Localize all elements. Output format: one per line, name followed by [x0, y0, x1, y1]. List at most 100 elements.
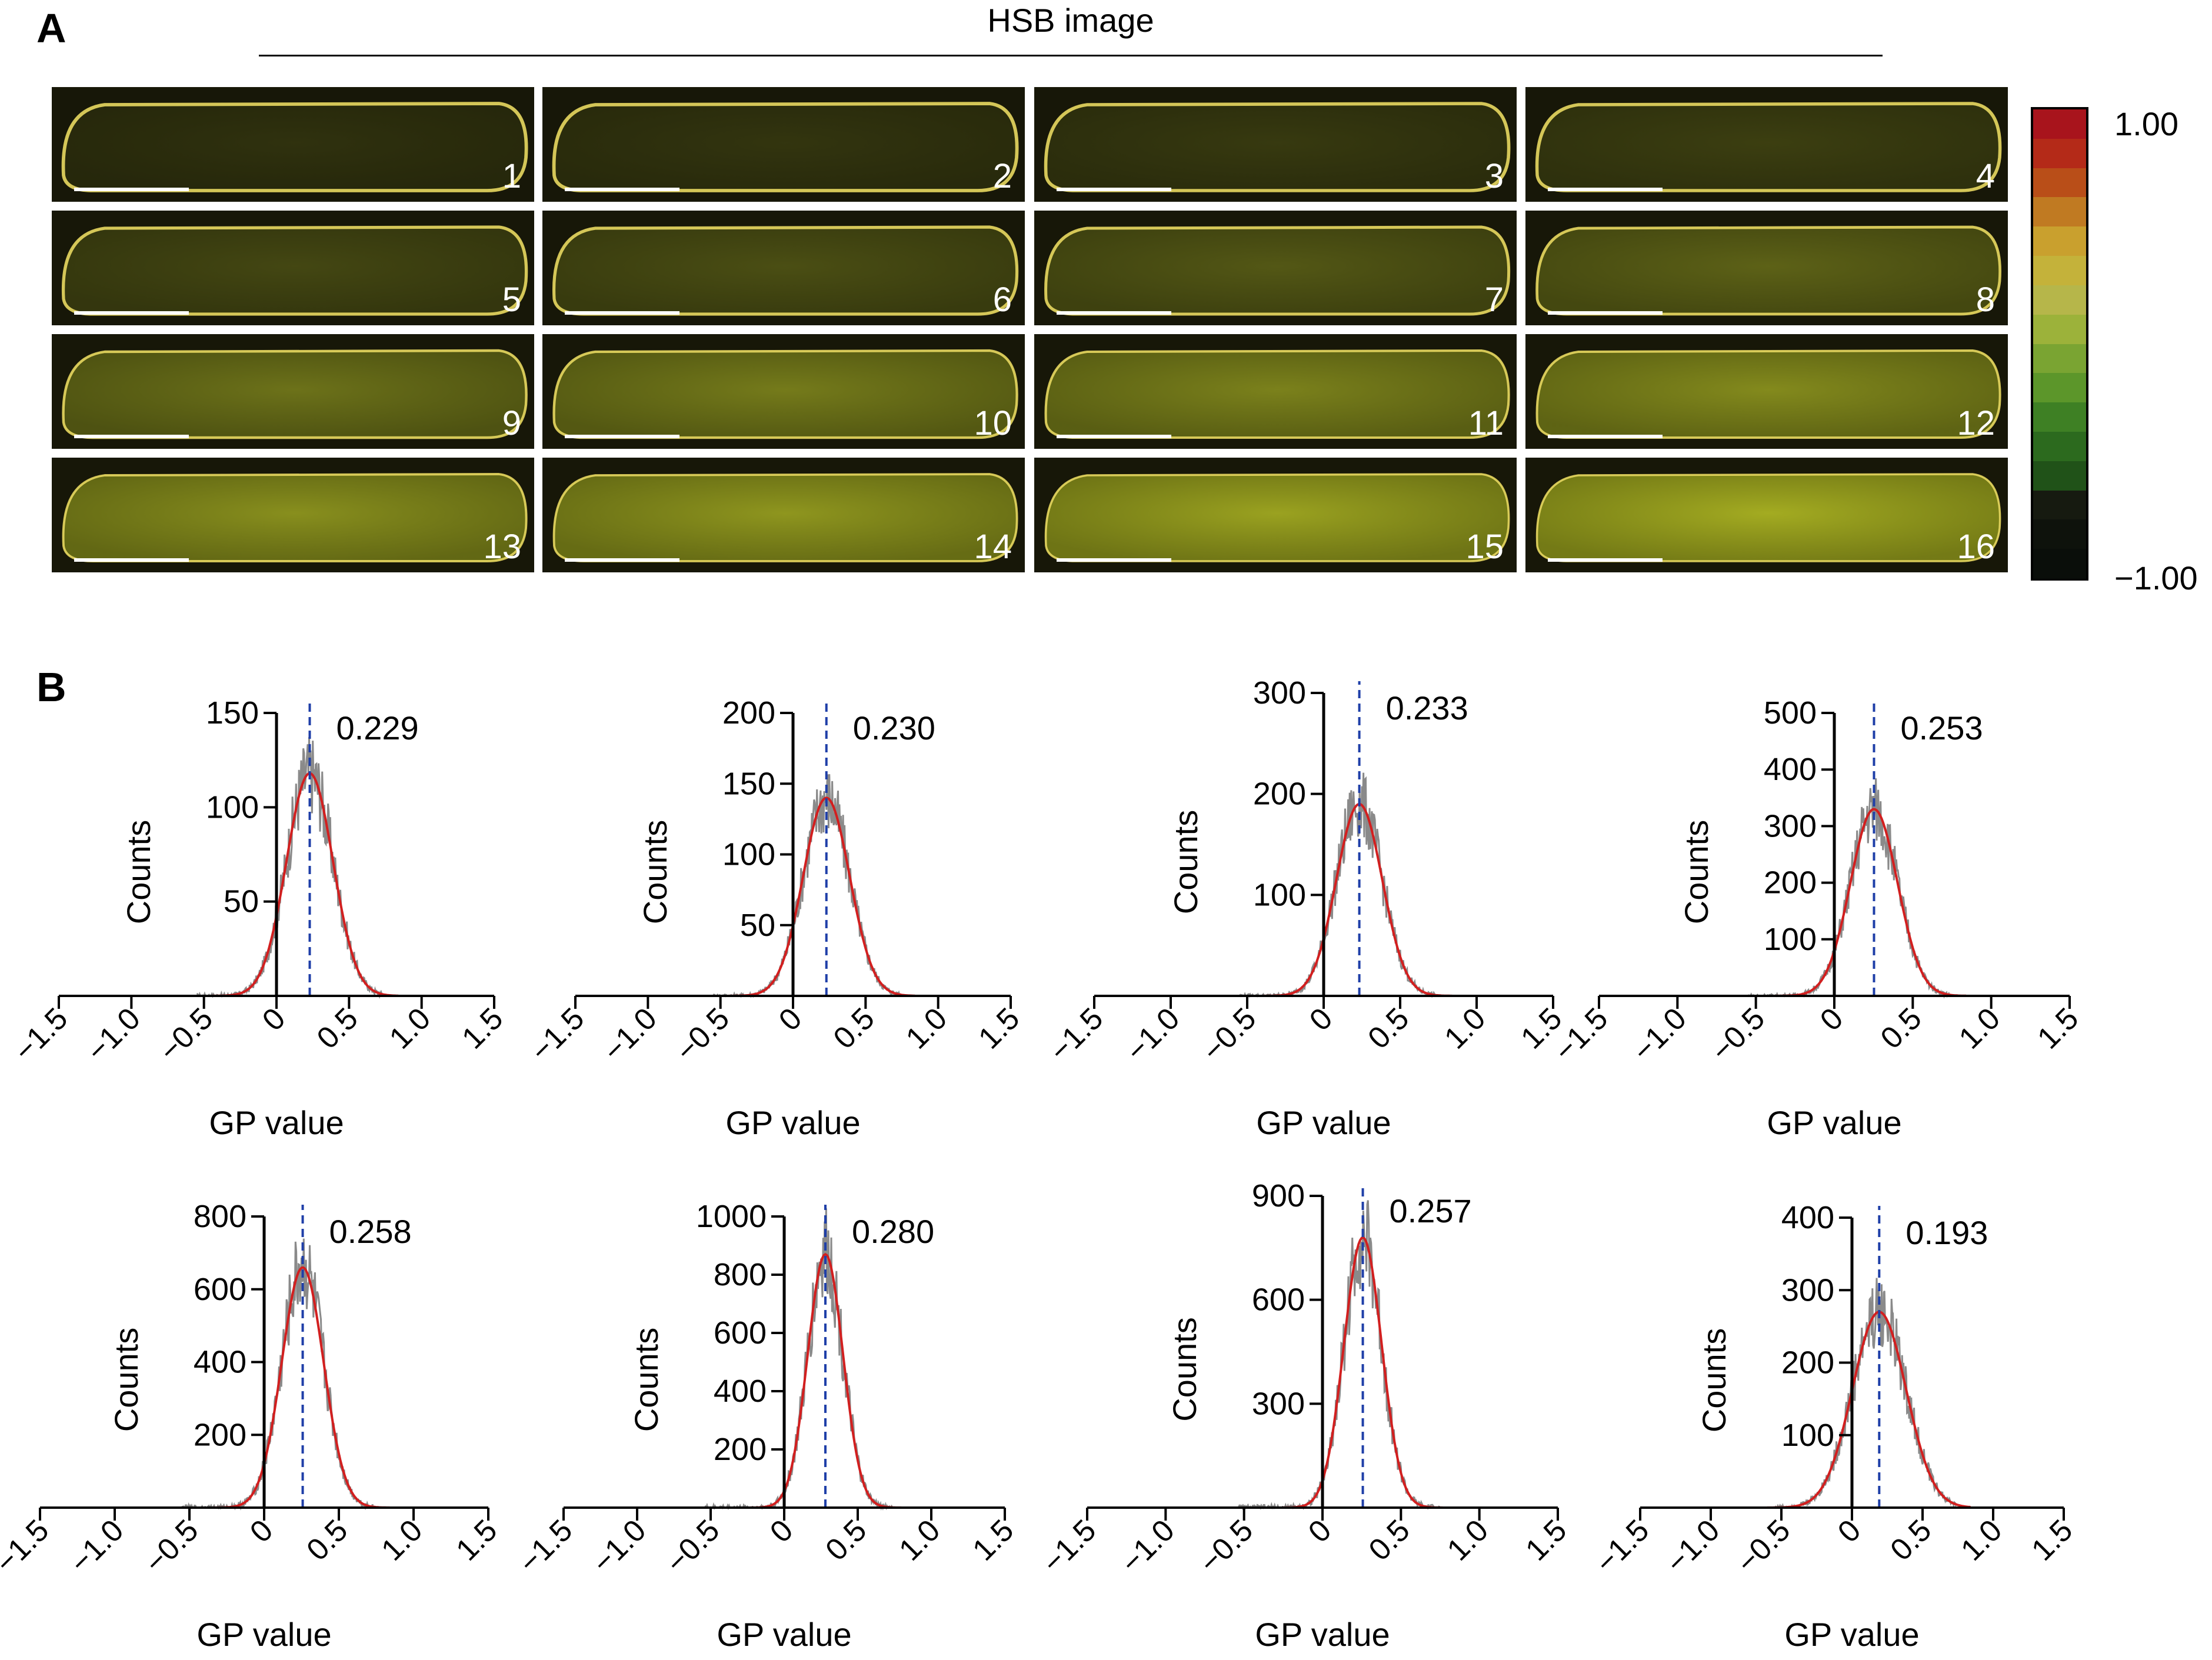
- title-underline: [259, 55, 1883, 56]
- y-tick-label: 200: [714, 1432, 767, 1467]
- scale-bar: [1057, 188, 1171, 191]
- mean-value-label: 0.280: [852, 1213, 934, 1250]
- scale-bar: [565, 188, 679, 191]
- y-tick-label: 1000: [696, 1199, 767, 1234]
- scale-bar: [1548, 311, 1663, 315]
- y-tick-label: 500: [1764, 695, 1817, 731]
- scale-bar: [1548, 558, 1663, 562]
- hsb-image-title: HSB image: [987, 2, 1154, 39]
- hsb-image-grid: 1 2 3 4 5 6 7 8 9 10 11 12 13 14 15 16: [0, 0, 2212, 588]
- x-tick-label: −1.0: [1626, 1001, 1693, 1068]
- y-tick-label: 200: [1781, 1345, 1834, 1381]
- x-tick-label: −1.0: [1120, 1001, 1187, 1068]
- colorbar-band: [2033, 490, 2086, 521]
- y-tick-label: 400: [714, 1374, 767, 1409]
- colorbar-band: [2033, 549, 2086, 579]
- x-tick-label: 0.5: [311, 1001, 365, 1055]
- x-axis-label: GP value: [1784, 1616, 1919, 1653]
- x-tick-label: −1.5: [1548, 1001, 1615, 1068]
- y-tick-label: 100: [1764, 922, 1817, 957]
- y-tick-label: 200: [722, 695, 775, 731]
- gp-histogram-chart: −1.5 −1.0 −0.5 0 0.5 1.0 1.5 300 600 900 Counts GP …: [1036, 1178, 1574, 1653]
- y-tick-label: 150: [722, 766, 775, 801]
- mean-value-label: 0.230: [853, 709, 935, 746]
- histogram-trace: [181, 1238, 377, 1511]
- x-axis-label: GP value: [1767, 1104, 1901, 1141]
- y-tick-label: 800: [194, 1199, 246, 1234]
- x-tick-label: −1.5: [1589, 1513, 1656, 1580]
- x-tick-label: 1.0: [1441, 1513, 1495, 1567]
- tile-number-label: 10: [974, 404, 1012, 442]
- colorbar-max-label: 1.00: [2114, 105, 2178, 142]
- y-axis-label: Counts: [1678, 820, 1715, 924]
- scale-bar: [1057, 311, 1171, 315]
- colorbar-band: [2033, 314, 2086, 345]
- y-tick-label: 400: [1764, 752, 1817, 787]
- y-tick-label: 900: [1252, 1178, 1305, 1214]
- x-tick-label: 1.5: [449, 1513, 504, 1567]
- x-tick-label: 1.0: [375, 1513, 429, 1567]
- mean-value-label: 0.233: [1386, 689, 1468, 726]
- colorbar-band: [2033, 109, 2086, 139]
- x-tick-label: −1.0: [597, 1001, 664, 1068]
- tile-number-label: 6: [992, 281, 1012, 319]
- x-tick-label: 0: [764, 1513, 799, 1549]
- y-tick-label: 100: [206, 789, 259, 825]
- tile-number-label: 7: [1484, 281, 1504, 319]
- hsb-image-tile: 3: [1034, 87, 1517, 202]
- gp-histogram-chart: −1.5 −1.0 −0.5 0 0.5 1.0 1.5 100 200 300 400 500 Cou…: [1548, 695, 2086, 1141]
- hsb-image-tile: 2: [542, 87, 1025, 202]
- tile-number-label: 3: [1484, 157, 1504, 195]
- y-tick-label: 100: [1781, 1418, 1834, 1453]
- y-tick-label: 150: [206, 695, 259, 731]
- tile-number-label: 14: [974, 528, 1012, 566]
- x-axis-label: GP value: [717, 1616, 851, 1653]
- tile-number-label: 5: [502, 281, 521, 319]
- y-tick-label: 300: [1764, 808, 1817, 844]
- x-tick-label: 1.5: [966, 1513, 1020, 1567]
- x-tick-label: 1.0: [1953, 1001, 2007, 1055]
- x-tick-label: 0: [772, 1001, 808, 1037]
- tile-number-label: 11: [1468, 404, 1504, 442]
- hsb-image-tile: 5: [52, 211, 534, 325]
- tile-number-label: 2: [992, 157, 1012, 195]
- mean-value-label: 0.253: [1900, 709, 1983, 746]
- x-tick-label: 1.5: [455, 1001, 509, 1055]
- colorbar-band: [2033, 461, 2086, 491]
- hsb-image-tile: 10: [542, 334, 1025, 449]
- tile-number-label: 8: [1976, 281, 1995, 319]
- x-tick-label: −1.5: [524, 1001, 591, 1068]
- x-tick-label: 0.5: [1362, 1513, 1417, 1567]
- hsb-image-tile: 9: [52, 334, 534, 449]
- x-tick-label: −0.5: [669, 1001, 737, 1068]
- gaussian-fit-curve: [1228, 1236, 1454, 1509]
- x-tick-label: −0.5: [1705, 1001, 1772, 1068]
- x-tick-label: −1.5: [8, 1001, 75, 1068]
- scale-bar: [565, 558, 679, 562]
- x-tick-label: 1.0: [892, 1513, 947, 1567]
- colorbar-band: [2033, 226, 2086, 257]
- hsb-image-tile: 11: [1034, 334, 1517, 449]
- gp-colorbar: [2031, 107, 2088, 581]
- y-tick-label: 200: [1764, 865, 1817, 901]
- x-axis-label: GP value: [725, 1104, 860, 1141]
- gaussian-fit-curve: [1767, 1311, 1971, 1509]
- gp-histogram-chart: −1.5 −1.0 −0.5 0 0.5 1.0 1.5 200 400 600 800 1000 Co…: [512, 1199, 1021, 1653]
- y-tick-label: 200: [1253, 776, 1306, 812]
- x-tick-label: −1.0: [80, 1001, 147, 1068]
- y-axis-label: Counts: [637, 820, 674, 924]
- y-tick-label: 300: [1252, 1386, 1305, 1421]
- scale-bar: [74, 435, 189, 438]
- x-tick-label: −0.5: [659, 1513, 727, 1580]
- gaussian-fit-curve: [706, 796, 915, 997]
- hsb-image-tile: 16: [1525, 458, 2008, 572]
- x-tick-label: −1.5: [1043, 1001, 1110, 1068]
- gp-histogram-chart: −1.5 −1.0 −0.5 0 0.5 1.0 1.5 100 200 300 400 Counts…: [1589, 1200, 2080, 1653]
- colorbar-band: [2033, 519, 2086, 550]
- x-tick-label: −0.5: [1730, 1513, 1797, 1580]
- colorbar-band: [2033, 285, 2086, 315]
- x-tick-label: 1.5: [972, 1001, 1026, 1055]
- x-tick-label: 0: [256, 1001, 292, 1037]
- hsb-image-tile: 1: [52, 87, 534, 202]
